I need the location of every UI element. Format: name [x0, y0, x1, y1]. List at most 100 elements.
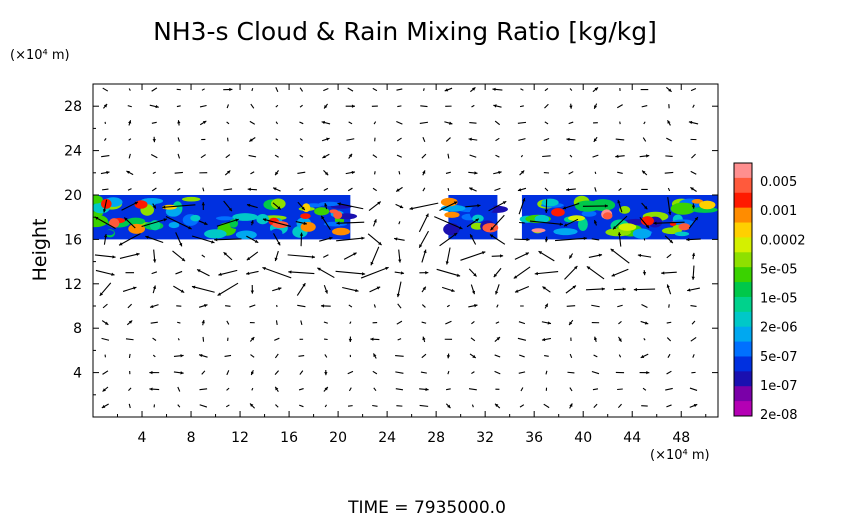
wind-arrow	[538, 250, 555, 262]
wind-arrow	[618, 187, 622, 192]
wind-arrowhead	[586, 266, 591, 270]
wind-arrow	[445, 388, 451, 391]
wind-arrow	[152, 171, 156, 175]
wind-arrowhead	[204, 221, 208, 225]
wind-arrow	[445, 137, 451, 142]
wind-arrowhead	[594, 87, 598, 91]
wind-arrow	[617, 304, 623, 308]
wind-arrowhead	[351, 104, 356, 108]
colorbar-swatch	[734, 177, 752, 194]
wind-arrow	[128, 153, 131, 159]
wind-arrow	[373, 304, 376, 308]
cloud-core	[699, 200, 716, 210]
wind-arrow	[617, 171, 623, 174]
wind-arrowhead	[134, 201, 138, 205]
time-label: TIME = 7935000.0	[347, 498, 506, 518]
wind-arrowhead	[136, 252, 140, 257]
wind-arrowhead	[112, 255, 116, 259]
wind-arrow	[643, 121, 646, 125]
wind-arrowhead	[691, 276, 695, 280]
wind-arrow	[262, 266, 292, 279]
wind-arrowhead	[149, 387, 153, 391]
x-tick-label: 12	[231, 430, 249, 446]
cloud-cell	[480, 201, 494, 214]
wind-arrowhead	[471, 87, 476, 91]
cloud-cell	[577, 217, 588, 231]
wind-arrowhead	[544, 209, 549, 213]
wind-arrow	[324, 354, 328, 358]
cloud-cell	[318, 201, 341, 207]
wind-arrowhead	[601, 287, 605, 291]
cloud-cell	[553, 228, 578, 236]
wind-arrow	[569, 88, 573, 91]
wind-arrow	[610, 248, 630, 264]
wind-arrowhead	[102, 209, 107, 213]
wind-arrowhead	[348, 338, 353, 343]
wind-arrow	[177, 338, 180, 341]
wind-arrow	[101, 337, 110, 341]
cloud-cell	[93, 214, 109, 228]
cloud-core	[300, 213, 311, 220]
wind-arrowhead	[311, 255, 316, 259]
wind-arrowhead	[612, 226, 617, 230]
wind-arrow	[200, 154, 206, 159]
wind-arrowhead	[593, 336, 598, 341]
wind-arrowhead	[288, 270, 292, 274]
wind-arrowhead	[275, 386, 279, 391]
wind-arrowhead	[448, 121, 453, 125]
wind-arrowhead	[423, 249, 427, 254]
wind-arrowhead	[522, 198, 526, 202]
wind-arrowhead	[246, 203, 251, 208]
y-tick-label: 28	[64, 99, 82, 115]
wind-arrowhead	[303, 221, 307, 225]
wind-arrow	[568, 121, 574, 125]
colorbar-swatch	[734, 163, 752, 179]
wind-arrowhead	[474, 304, 478, 308]
wind-arrow	[102, 370, 109, 375]
wind-arrowhead	[470, 234, 474, 238]
wind-arrow	[520, 154, 524, 158]
cloud-cell	[232, 213, 259, 221]
wind-arrowhead	[336, 221, 340, 225]
wind-arrow	[224, 354, 232, 357]
cloud-cell	[541, 198, 559, 207]
wind-arrowhead	[477, 203, 481, 208]
wind-arrow	[470, 337, 476, 342]
wind-arrowhead	[150, 304, 154, 309]
colorbar-label: 1e-07	[760, 379, 798, 394]
cloud-core	[678, 223, 691, 231]
wind-arrow	[274, 370, 279, 375]
wind-arrowhead	[103, 104, 108, 108]
wind-arrow	[299, 121, 304, 125]
wind-arrow	[468, 388, 477, 391]
wind-arrowhead	[399, 205, 404, 209]
colorbar-swatch	[734, 252, 752, 268]
wind-arrow	[395, 371, 404, 374]
wind-arrowhead	[326, 137, 330, 141]
wind-arrowhead	[277, 241, 281, 246]
wind-arrowhead	[494, 403, 499, 408]
wind-arrow	[543, 403, 550, 409]
wind-arrow	[567, 371, 575, 374]
wind-arrow	[372, 154, 378, 158]
wind-arrow	[641, 304, 648, 308]
wind-arrowhead	[226, 170, 231, 174]
wind-arrowhead	[610, 248, 615, 253]
wind-arrow	[421, 321, 427, 324]
wind-arrowhead	[324, 105, 328, 109]
wind-arrowhead	[668, 88, 672, 92]
x-tick-label: 20	[329, 430, 347, 446]
wind-arrow	[323, 87, 329, 92]
wind-arrow	[150, 154, 158, 159]
wind-arrowhead	[693, 403, 698, 408]
wind-arrow	[299, 154, 304, 158]
wind-arrowhead	[385, 266, 389, 271]
wind-arrow	[299, 370, 304, 375]
cloud-cell	[149, 220, 161, 231]
wind-arrowhead	[526, 237, 530, 242]
wind-arrowhead	[191, 285, 196, 289]
wind-arrow	[128, 138, 132, 141]
wind-arrow	[299, 188, 304, 191]
wind-arrow	[165, 215, 192, 230]
